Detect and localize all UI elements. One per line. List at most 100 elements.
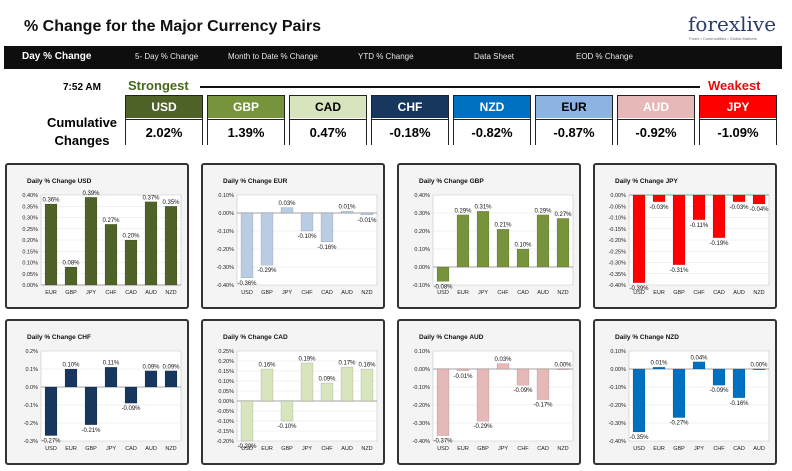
bar-eur bbox=[44, 203, 58, 286]
bar-chf bbox=[496, 228, 510, 268]
tab-ytd-change[interactable]: YTD % Change bbox=[358, 52, 414, 61]
tab-day-change[interactable]: Day % Change bbox=[22, 51, 92, 62]
y-tick-label: -0.25% bbox=[609, 249, 627, 255]
bar-cad bbox=[124, 386, 138, 404]
cumulative-changes-label: Cumulative Changes bbox=[46, 115, 118, 148]
x-tick-label: USD bbox=[241, 446, 253, 452]
y-tick-label: -0.30% bbox=[609, 421, 627, 427]
chart-svg: Daily % Change GBP -0.10% 0.00% 0.10% 0.20% 0… bbox=[413, 178, 574, 296]
y-tick-label: 0.20% bbox=[414, 229, 430, 235]
data-label: 0.29% bbox=[534, 208, 552, 214]
x-tick-label: AUD bbox=[145, 446, 157, 452]
strength-arrow-line bbox=[200, 86, 700, 88]
bar-eur bbox=[456, 368, 470, 371]
y-tick-label: -0.05% bbox=[609, 204, 627, 210]
x-tick-label: CAD bbox=[733, 446, 745, 452]
data-label: -0.16% bbox=[729, 401, 749, 407]
currency-box-nzd: NZD -0.82% bbox=[453, 95, 531, 145]
x-tick-label: CHF bbox=[105, 290, 117, 296]
x-tick-label: AUD bbox=[537, 290, 549, 296]
y-tick-label: 0.00% bbox=[610, 193, 626, 199]
strongest-label: Strongest bbox=[128, 78, 189, 93]
y-tick-label: 0.15% bbox=[218, 369, 234, 375]
y-tick-label: 0.15% bbox=[22, 249, 38, 255]
x-tick-label: GBP bbox=[281, 446, 293, 452]
currency-box-cad: CAD 0.47% bbox=[289, 95, 367, 145]
x-tick-label: CAD bbox=[517, 290, 529, 296]
currency-code: EUR bbox=[536, 96, 612, 118]
data-label: 0.29% bbox=[454, 208, 472, 214]
x-tick-label: EUR bbox=[45, 290, 57, 296]
currency-cumulative-change: -0.92% bbox=[618, 119, 694, 145]
bar-chf bbox=[104, 224, 118, 286]
y-tick-label: 0.0% bbox=[25, 385, 38, 391]
bar-gbp bbox=[64, 266, 78, 286]
currency-cumulative-change: -1.09% bbox=[700, 119, 776, 145]
bar-nzd bbox=[360, 368, 374, 402]
tab-eod-change[interactable]: EOD % Change bbox=[576, 52, 633, 61]
bar-gbp bbox=[476, 368, 490, 422]
x-tick-label: NZD bbox=[361, 290, 372, 296]
y-tick-label: 0.00% bbox=[218, 211, 234, 217]
data-label: 0.27% bbox=[554, 212, 572, 218]
data-label: 0.09% bbox=[162, 364, 180, 370]
page-title: % Change for the Major Currency Pairs bbox=[24, 18, 321, 35]
chart-title: Daily % Change AUD bbox=[419, 334, 484, 341]
x-tick-label: EUR bbox=[457, 446, 469, 452]
y-tick-label: 0.35% bbox=[22, 204, 38, 210]
currency-cumulative-change: 0.47% bbox=[290, 119, 366, 145]
x-tick-label: CHF bbox=[517, 446, 529, 452]
bar-usd bbox=[632, 194, 646, 283]
tab-5day-change[interactable]: 5- Day % Change bbox=[135, 52, 199, 61]
chart-title: Daily % Change CAD bbox=[223, 334, 288, 341]
tab-data-sheet[interactable]: Data Sheet bbox=[474, 52, 515, 61]
currency-box-gbp: GBP 1.39% bbox=[207, 95, 285, 145]
data-label: 0.01% bbox=[650, 361, 668, 367]
chart-svg: Daily % Change USD 0.00% 0.05% 0.10% 0.15% 0.… bbox=[22, 178, 182, 296]
y-tick-label: -0.30% bbox=[609, 261, 627, 267]
x-tick-label: GBP bbox=[65, 290, 77, 296]
x-tick-label: JPY bbox=[498, 446, 508, 452]
data-label: -0.17% bbox=[533, 403, 553, 409]
chart-svg: Daily % Change NZD -0.40% -0.30% -0.20% -0.1… bbox=[609, 334, 770, 452]
currency-code: AUD bbox=[618, 96, 694, 118]
y-tick-label: -0.10% bbox=[609, 216, 627, 222]
y-tick-label: -0.30% bbox=[413, 421, 431, 427]
data-label: 0.31% bbox=[474, 205, 492, 211]
bar-cad bbox=[320, 212, 334, 242]
data-label: -0.19% bbox=[709, 241, 729, 247]
y-tick-label: 0.00% bbox=[218, 399, 234, 405]
y-tick-label: 0.10% bbox=[414, 349, 430, 355]
bar-eur bbox=[652, 194, 666, 202]
currency-cumulative-change: 1.39% bbox=[208, 119, 284, 145]
bar-jpy bbox=[692, 361, 706, 370]
chart-panel-gbp: Daily % Change GBP -0.10% 0.00% 0.10% 0.20% 0… bbox=[397, 163, 581, 309]
y-tick-label: -0.10% bbox=[217, 419, 235, 425]
bar-usd bbox=[436, 368, 450, 436]
x-tick-label: AUD bbox=[341, 446, 353, 452]
data-label: 0.04% bbox=[690, 355, 708, 361]
y-tick-label: -0.40% bbox=[413, 439, 431, 445]
x-tick-label: GBP bbox=[673, 446, 685, 452]
bar-cad bbox=[732, 368, 746, 398]
x-tick-label: GBP bbox=[673, 290, 685, 296]
currency-code: CAD bbox=[290, 96, 366, 118]
data-label: -0.20% bbox=[237, 444, 257, 450]
bar-nzd bbox=[164, 206, 178, 286]
x-tick-label: USD bbox=[241, 290, 253, 296]
data-label: -0.16% bbox=[317, 245, 337, 251]
currency-box-usd: USD 2.02% bbox=[125, 95, 203, 145]
data-label: 0.10% bbox=[62, 363, 80, 369]
x-tick-label: CHF bbox=[321, 446, 333, 452]
currency-cumulative-change: -0.87% bbox=[536, 119, 612, 145]
data-label: -0.08% bbox=[433, 284, 453, 290]
tab-month-to-date[interactable]: Month to Date % Change bbox=[228, 52, 318, 61]
x-tick-label: JPY bbox=[106, 446, 116, 452]
bar-gbp bbox=[672, 194, 686, 265]
x-tick-label: NZD bbox=[753, 290, 764, 296]
data-label: -0.01% bbox=[357, 218, 377, 224]
bar-gbp bbox=[260, 212, 274, 266]
x-tick-label: JPY bbox=[282, 290, 292, 296]
y-tick-label: 0.30% bbox=[414, 211, 430, 217]
forexlive-logo[interactable]: forexlive Forex • Commodities • Global M… bbox=[688, 12, 778, 44]
